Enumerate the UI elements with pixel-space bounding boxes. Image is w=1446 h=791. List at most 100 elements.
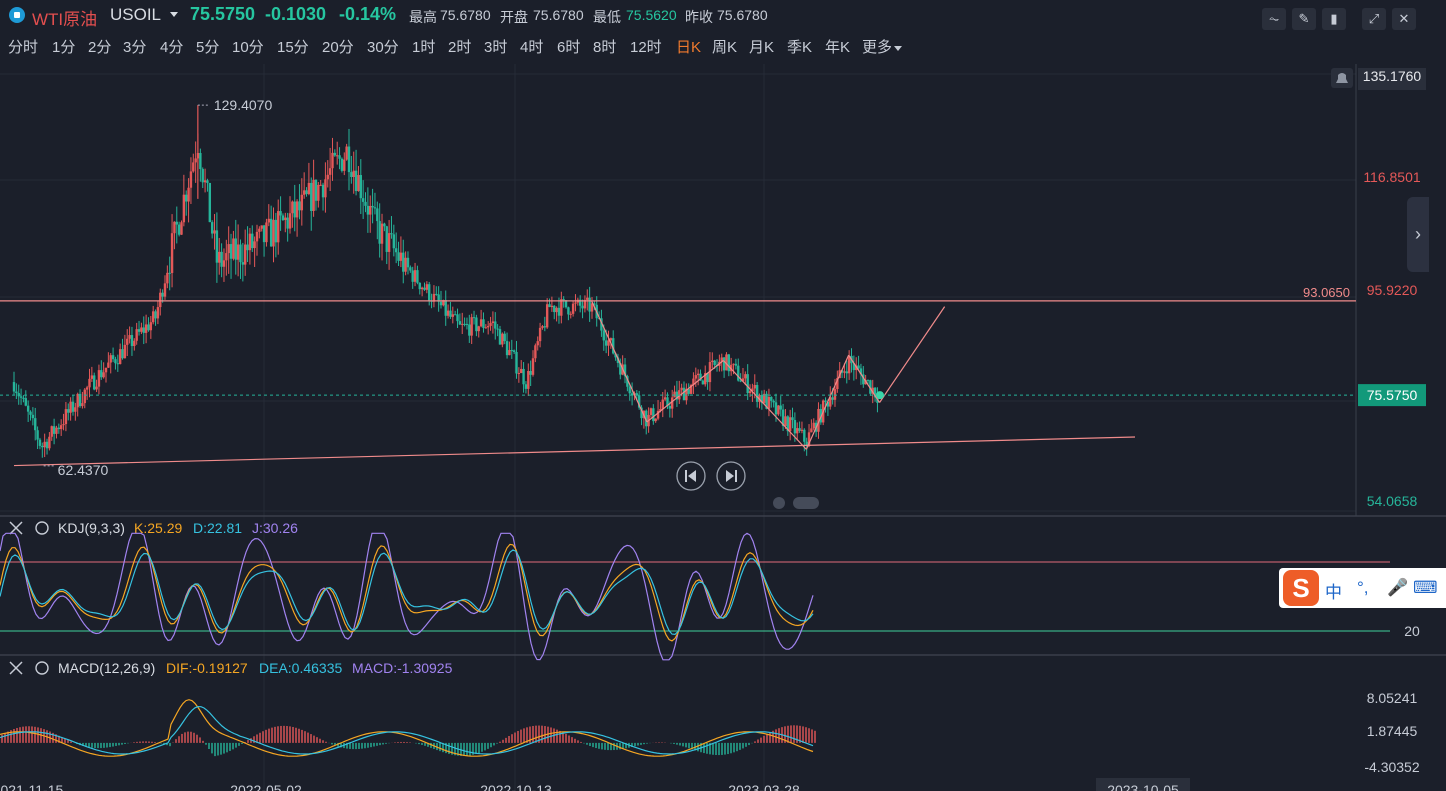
low-marker: 62.4370 <box>58 462 109 478</box>
period-tab[interactable]: 季K <box>787 39 813 56</box>
period-tab[interactable]: 日K <box>676 39 702 56</box>
period-tab[interactable]: 30分 <box>367 39 399 56</box>
period-tab[interactable]: 更多 <box>862 36 903 57</box>
candle <box>180 220 183 235</box>
candle <box>369 195 372 233</box>
candle <box>399 236 403 268</box>
candle <box>406 251 410 275</box>
mic-icon[interactable]: 🎤 <box>1387 578 1409 597</box>
line-tool-icon[interactable]: ⏦ <box>1262 8 1286 30</box>
candle <box>392 224 396 257</box>
next-icon[interactable] <box>716 461 746 491</box>
period-tab[interactable]: 2分 <box>88 39 112 56</box>
period-tab[interactable]: 20分 <box>322 39 354 56</box>
period-tab[interactable]: 8时 <box>593 39 617 56</box>
candle <box>41 442 44 458</box>
candle <box>239 239 242 279</box>
period-tab[interactable]: 15分 <box>277 39 309 56</box>
period-tab[interactable]: 年K <box>825 39 851 56</box>
candle <box>550 296 554 312</box>
candle <box>274 212 278 258</box>
candle-style-icon[interactable]: ▮ <box>1322 8 1346 30</box>
ime-punctuation[interactable]: °, <box>1357 578 1369 597</box>
kdj-level-label: 20 <box>1404 623 1420 639</box>
candle <box>418 282 421 295</box>
period-tab[interactable]: 1分 <box>52 39 76 56</box>
candle <box>397 241 400 267</box>
candle <box>175 206 178 244</box>
candle <box>170 214 174 288</box>
candle <box>168 256 171 291</box>
candle <box>805 437 808 456</box>
ime-toolbar[interactable]: S 中 °, 🎤 ⌨ <box>1279 568 1446 608</box>
period-tab[interactable]: 6时 <box>557 39 581 56</box>
period-tab[interactable]: 4分 <box>160 39 184 56</box>
candle <box>387 219 391 270</box>
period-tab[interactable]: 1时 <box>412 39 436 56</box>
chart-area[interactable]: 129.4070 62.4370 93.0650 135.1760 116.8501 9… <box>0 64 1446 791</box>
prev-icon[interactable] <box>676 461 706 491</box>
candle <box>529 360 532 387</box>
period-tab[interactable]: 分时 <box>8 39 39 56</box>
chevron-down-icon[interactable] <box>894 45 903 51</box>
chart-mode-icon <box>793 497 819 509</box>
candle <box>137 320 141 336</box>
candle <box>524 381 528 394</box>
candle <box>298 184 301 220</box>
period-tab[interactable]: 12时 <box>630 39 662 56</box>
candle <box>833 378 837 407</box>
trend-line <box>879 306 946 403</box>
candle <box>437 286 440 312</box>
candle <box>338 147 341 170</box>
kdj-k: K:25.29 <box>134 520 182 536</box>
candle <box>62 413 65 431</box>
candle <box>34 407 37 441</box>
pencil-icon[interactable]: ✎ <box>1292 8 1316 30</box>
candle <box>321 182 325 211</box>
symbol-name[interactable]: WTI原油 <box>32 10 98 29</box>
candle <box>413 262 417 287</box>
macd-dea-line <box>0 705 814 755</box>
period-tab[interactable]: 4时 <box>520 39 544 56</box>
candle <box>90 366 94 382</box>
period-tab[interactable]: 周K <box>712 39 738 56</box>
candle <box>222 248 226 282</box>
high-value: 75.6780 <box>440 7 491 23</box>
close-icon[interactable] <box>9 661 23 675</box>
chevron-down-icon[interactable] <box>170 12 178 17</box>
period-tab[interactable]: 3分 <box>123 39 147 56</box>
candle <box>656 400 660 421</box>
period-tab[interactable]: 3时 <box>484 39 508 56</box>
symbol-code[interactable]: USOIL <box>110 5 162 24</box>
candle <box>824 397 827 413</box>
gear-icon[interactable] <box>35 661 49 675</box>
candle <box>578 295 582 313</box>
candle <box>83 387 86 409</box>
candle <box>149 315 153 339</box>
candle <box>534 343 537 363</box>
period-tab[interactable]: 2时 <box>448 39 472 56</box>
chevron-right-icon[interactable]: › <box>1407 197 1429 272</box>
candle <box>135 322 138 345</box>
period-tab[interactable]: 5分 <box>196 39 220 56</box>
candle <box>770 396 773 408</box>
candle <box>786 415 789 436</box>
period-tab[interactable]: 10分 <box>232 39 264 56</box>
candle <box>265 218 268 247</box>
candle <box>727 353 731 377</box>
period-tab[interactable]: 月K <box>749 39 775 56</box>
candle <box>123 334 127 359</box>
ime-language[interactable]: 中 <box>1325 583 1342 602</box>
keyboard-icon[interactable]: ⌨ <box>1413 578 1438 597</box>
candle <box>201 167 204 189</box>
close-icon[interactable] <box>9 521 23 535</box>
low-value: 75.5620 <box>626 7 677 23</box>
gear-icon[interactable] <box>35 521 49 535</box>
candle <box>38 437 42 450</box>
close-icon[interactable]: ✕ <box>1392 8 1416 30</box>
ime-logo[interactable]: S <box>1283 570 1319 606</box>
candle <box>543 316 547 332</box>
price-axis-label: 75.5750 <box>1367 387 1418 403</box>
fullscreen-icon[interactable]: ⤢ <box>1362 8 1386 30</box>
candle <box>128 326 131 344</box>
